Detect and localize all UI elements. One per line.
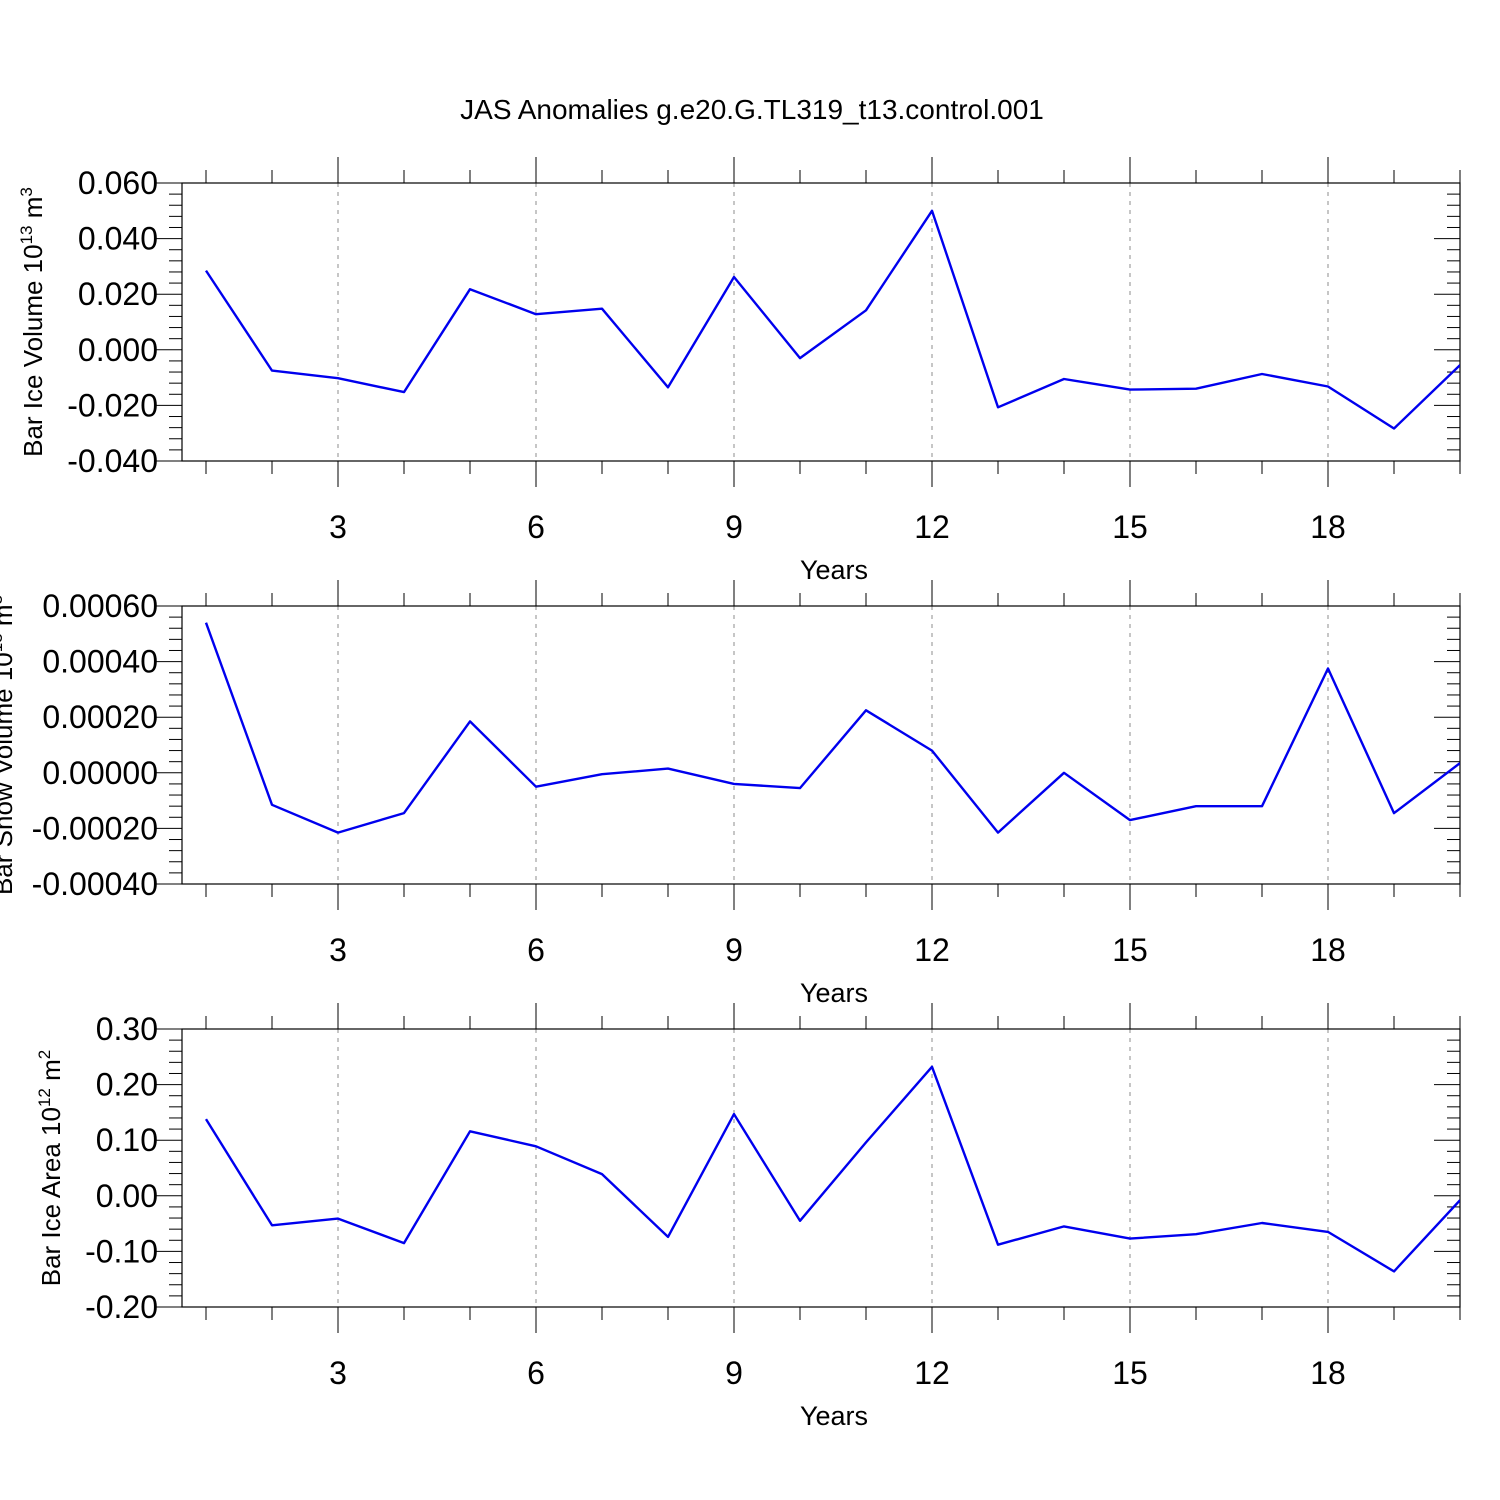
y-tick-label: -0.040 [67,443,158,479]
y-tick-label: 0.20 [96,1067,158,1103]
y-tick-label: 0.00000 [42,755,158,791]
x-axis-label: Years [800,1401,868,1431]
x-tick-label: 9 [725,1355,743,1391]
y-tick-label: 0.30 [96,1011,158,1047]
x-tick-label: 18 [1310,1355,1346,1391]
y-tick-label: -0.020 [67,387,158,423]
x-axis-label: Years [800,555,868,585]
x-tick-label: 9 [725,932,743,968]
plot-frame [181,1028,1461,1308]
y-axis-label: Bar Ice Area 1012 m2 [35,1050,66,1287]
y-tick-label: 0.00020 [42,699,158,735]
x-tick-label: 3 [329,509,347,545]
x-tick-label: 12 [914,932,950,968]
plot-frame [181,182,1461,462]
x-tick-label: 6 [527,509,545,545]
y-axis-label: Bar Ice Volume 1013 m3 [17,187,48,457]
y-tick-label: 0.040 [78,221,158,257]
x-tick-label: 18 [1310,509,1346,545]
series-line [204,209,1460,430]
x-tick-label: 12 [914,509,950,545]
y-tick-label: -0.20 [85,1289,158,1325]
panel-2: 3 6 9 12 15 18 Years -0.00040 -0.00020 0.00000 0.0… [0,580,1461,1008]
chart-title: JAS Anomalies g.e20.G.TL319_t13.control.… [460,94,1044,125]
x-tick-label: 3 [329,932,347,968]
panel-1: 3 6 9 12 15 18 Years -0.040 -0.020 0.000 0.020 0.04… [17,157,1461,585]
x-tick-label: 3 [329,1355,347,1391]
series-line [204,622,1460,834]
y-axis-label: Bar Snow Volume 1013 m3 [0,595,18,895]
y-tick-label: 0.10 [96,1122,158,1158]
x-tick-label: 6 [527,932,545,968]
y-tick-label: -0.00040 [32,866,158,902]
y-tick-label: -0.00020 [32,810,158,846]
x-tick-label: 15 [1112,509,1148,545]
plot-frame [181,605,1461,885]
panel-3: 3 6 9 12 15 18 Years -0.20 -0.10 0.00 0.10 0.20 0.30… [35,1003,1461,1431]
x-tick-label: 18 [1310,932,1346,968]
y-tick-label: 0.020 [78,276,158,312]
y-tick-label: 0.00040 [42,644,158,680]
y-tick-label: -0.10 [85,1233,158,1269]
y-tick-label: 0.00 [96,1178,158,1214]
y-tick-label: 0.00060 [42,588,158,624]
y-tick-label: 0.060 [78,165,158,201]
x-tick-label: 12 [914,1355,950,1391]
x-axis-label: Years [800,978,868,1008]
x-tick-label: 9 [725,509,743,545]
x-tick-label: 6 [527,1355,545,1391]
panels: 3 6 9 12 15 18 Years -0.040 -0.020 0.000 0.020 0.04… [0,157,1461,1431]
x-tick-label: 15 [1112,1355,1148,1391]
x-tick-label: 15 [1112,932,1148,968]
y-tick-label: 0.000 [78,332,158,368]
series-line [204,1065,1460,1273]
